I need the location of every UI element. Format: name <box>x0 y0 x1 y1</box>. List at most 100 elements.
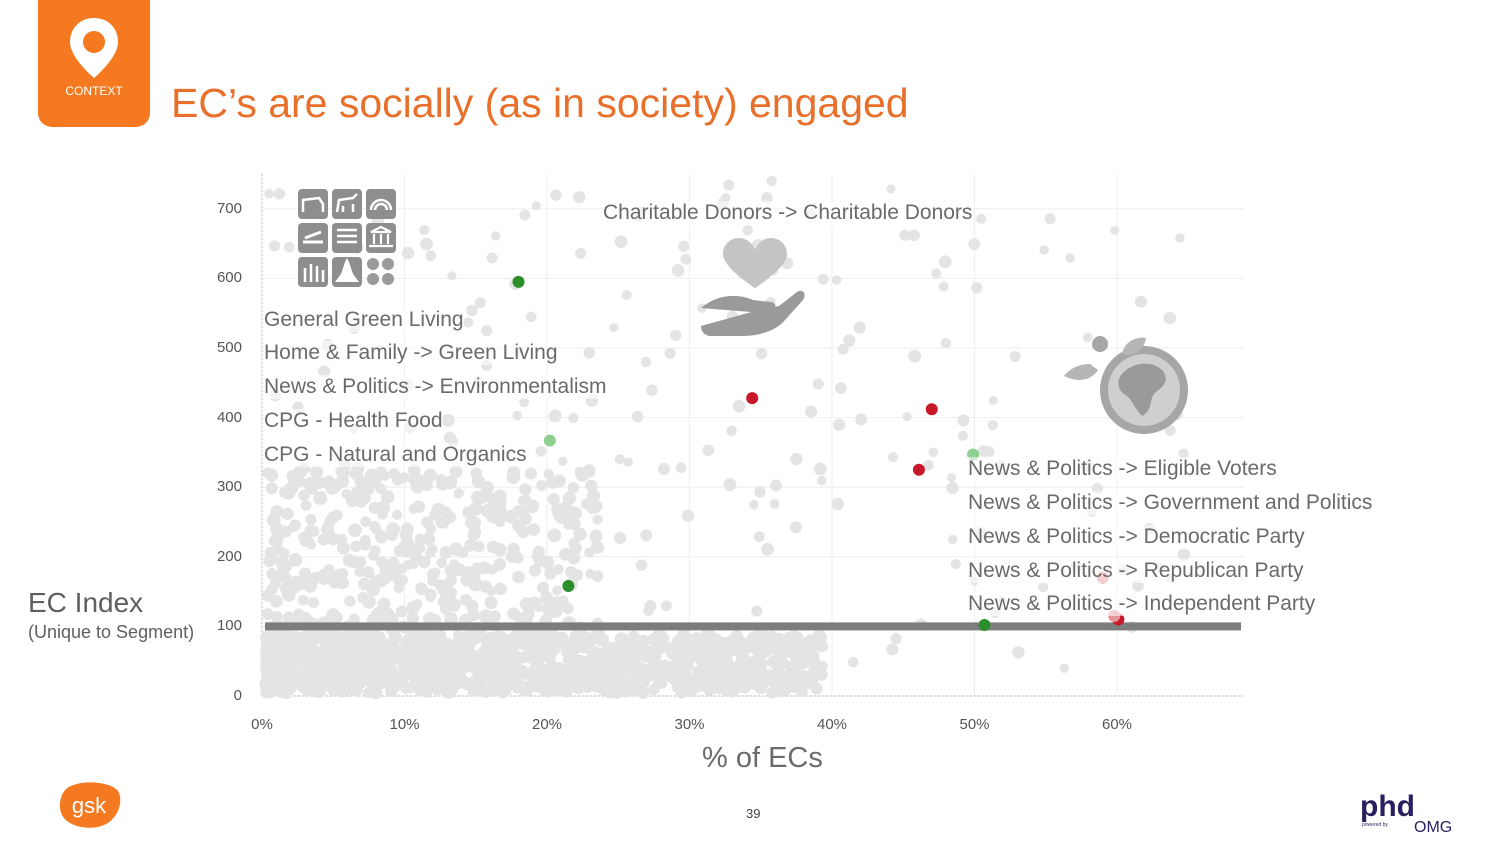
background-dot <box>266 513 281 528</box>
background-dot <box>375 483 387 494</box>
background-dot <box>442 669 453 681</box>
background-dot <box>657 462 670 475</box>
background-dot <box>435 516 448 529</box>
background-dot <box>816 475 827 486</box>
data-point-green <box>512 275 525 288</box>
background-dot <box>377 597 391 611</box>
background-dot <box>330 611 343 624</box>
background-dot <box>790 452 803 466</box>
background-dot <box>703 638 715 650</box>
background-dot <box>946 481 959 495</box>
data-point-red <box>746 392 759 405</box>
page-title: EC’s are socially (as in society) engage… <box>171 80 909 126</box>
background-dot <box>436 557 448 568</box>
background-dot <box>770 479 782 492</box>
background-dot <box>585 568 596 579</box>
y-tick-label: 0 <box>233 687 242 704</box>
background-dot <box>368 647 382 661</box>
background-dot <box>262 608 275 621</box>
background-dot <box>484 596 498 610</box>
background-dot <box>467 608 480 622</box>
background-dot <box>569 665 581 678</box>
background-dot <box>406 611 419 625</box>
background-dot <box>407 463 421 477</box>
background-dot <box>421 516 434 529</box>
background-dot <box>507 607 520 621</box>
background-dot <box>760 675 772 687</box>
background-dot <box>525 311 537 323</box>
background-dot <box>612 643 625 656</box>
background-dot <box>946 473 957 483</box>
annotation-politics-4: News & Politics -> Republican Party <box>968 559 1304 583</box>
background-dot <box>345 494 359 508</box>
background-dot <box>769 498 780 509</box>
background-dot <box>519 397 530 408</box>
background-dot <box>940 338 952 349</box>
background-dot <box>1082 332 1093 343</box>
background-dot <box>473 540 485 553</box>
background-dot <box>506 470 521 485</box>
annotation-green-3: News & Politics -> Environmentalism <box>264 375 607 399</box>
background-dot <box>575 469 585 479</box>
y-axis-label: EC Index <box>28 587 144 618</box>
background-dot <box>751 605 763 617</box>
background-dot <box>1044 213 1056 225</box>
background-dot <box>533 651 547 665</box>
background-dot <box>308 525 320 538</box>
background-dot <box>442 685 455 699</box>
background-dot <box>406 600 420 615</box>
background-dot <box>535 445 547 457</box>
background-dot <box>537 581 550 594</box>
annotation-green-5: CPG - Natural and Organics <box>264 443 527 467</box>
background-dot <box>466 304 478 317</box>
background-dot <box>318 365 331 378</box>
background-dot <box>410 552 421 563</box>
background-dot <box>453 631 467 645</box>
background-dot <box>381 652 395 666</box>
background-dot <box>341 677 355 691</box>
background-dot <box>379 470 390 481</box>
background-dot <box>343 643 356 655</box>
background-dot <box>374 530 389 544</box>
background-dot <box>709 676 722 689</box>
background-dot <box>494 516 506 528</box>
y-tick-label: 100 <box>216 617 242 635</box>
background-dot <box>288 553 303 567</box>
background-dot <box>614 454 625 465</box>
data-point-green <box>562 580 575 593</box>
background-dot <box>623 657 634 668</box>
background-dot <box>494 582 507 596</box>
background-dot <box>547 493 560 506</box>
background-dot <box>517 664 528 676</box>
background-dot <box>899 229 911 241</box>
data-point-light-green <box>543 434 556 447</box>
background-dot <box>855 413 868 426</box>
background-dot <box>908 349 922 363</box>
background-dot <box>723 478 737 491</box>
background-dot <box>534 602 544 612</box>
background-dot <box>475 678 487 691</box>
background-dot <box>422 628 434 641</box>
background-dot <box>598 647 610 659</box>
background-dot <box>277 563 288 574</box>
background-dot <box>753 531 765 543</box>
background-dot <box>270 570 284 585</box>
background-dot <box>702 444 715 457</box>
background-dot <box>890 633 902 645</box>
background-dot <box>264 189 274 199</box>
background-dot <box>380 490 395 504</box>
background-dot <box>1065 253 1076 263</box>
background-dot <box>279 525 292 538</box>
background-dot <box>283 241 295 253</box>
background-dot <box>726 644 737 655</box>
background-dot <box>665 641 679 656</box>
background-dot <box>290 611 304 625</box>
background-dot <box>843 334 856 347</box>
background-dot <box>378 571 392 585</box>
background-dot <box>442 648 453 659</box>
background-dot <box>336 474 350 488</box>
background-dot <box>621 289 632 301</box>
background-dot <box>631 410 644 423</box>
background-dot <box>399 539 411 551</box>
background-dot <box>568 506 582 520</box>
